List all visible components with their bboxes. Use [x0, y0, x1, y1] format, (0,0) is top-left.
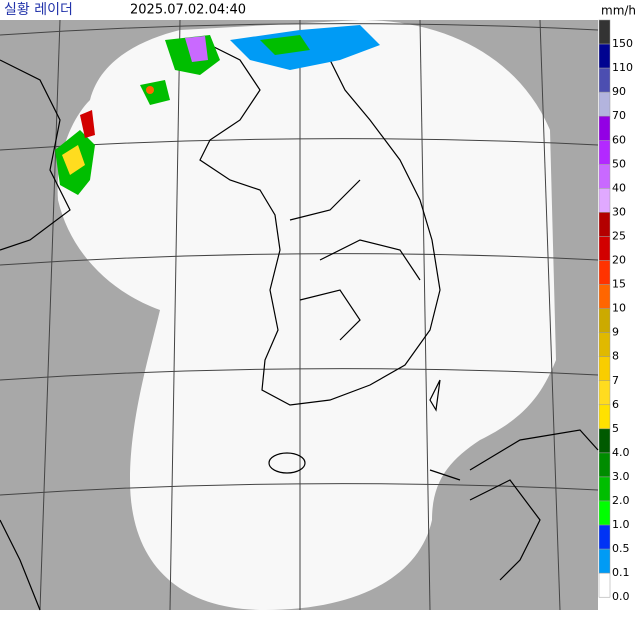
- legend-label: 15: [612, 278, 626, 291]
- legend-label: 9: [612, 326, 619, 339]
- legend-swatch: [598, 164, 611, 189]
- legend-label: 5: [612, 422, 619, 435]
- map: [0, 19, 599, 611]
- legend-label: 30: [612, 205, 626, 218]
- legend-swatch: [598, 260, 611, 285]
- legend-swatch: [598, 43, 611, 69]
- legend-swatch: [598, 428, 611, 454]
- legend-swatch: [598, 19, 611, 45]
- legend-label: 3.0: [612, 470, 630, 483]
- time: 2025.07.02.04:40: [130, 3, 246, 18]
- legend-label: 7: [612, 374, 619, 387]
- title: 실황 레이더: [4, 2, 73, 18]
- legend-swatch: [598, 548, 611, 574]
- legend-swatch: [598, 212, 611, 237]
- legend-label: 110: [612, 61, 633, 74]
- coastline: [0, 39, 599, 611]
- unit: mm/h: [601, 4, 635, 18]
- legend-label: 150: [612, 37, 633, 50]
- grid: [0, 19, 599, 611]
- legend-swatch: [598, 308, 611, 333]
- legend-swatch: [598, 524, 611, 550]
- radar-coverage: [57, 20, 556, 610]
- legend-swatch: [598, 356, 611, 382]
- precipitation-echoes: [55, 25, 380, 195]
- legend-label: 8: [612, 350, 619, 363]
- legend-swatch: [598, 67, 611, 93]
- legend-label: 10: [612, 302, 626, 315]
- legend-label: 1.0: [612, 518, 630, 531]
- legend-label: 40: [612, 181, 626, 194]
- header-bar: [0, 0, 635, 20]
- legend-label: 0.1: [612, 566, 630, 579]
- legend-label: 50: [612, 157, 626, 170]
- legend-label: 60: [612, 133, 626, 146]
- legend-swatch: [598, 476, 611, 502]
- legend-label: 6: [612, 398, 619, 411]
- legend-label: 0.5: [612, 542, 630, 555]
- legend-label: 90: [612, 85, 626, 98]
- legend: 150 110 90 70 60 50 40 30 25 20 15 10 9 8 7 6 5 4.0 3.0 2.0…: [598, 19, 633, 603]
- legend-swatch: [598, 284, 611, 309]
- legend-swatch: [598, 236, 611, 261]
- legend-swatch: [598, 380, 611, 406]
- legend-label: 25: [612, 229, 626, 242]
- legend-label: 0.0: [612, 590, 630, 603]
- legend-label: 4.0: [612, 446, 630, 459]
- legend-swatch: [598, 332, 611, 357]
- legend-swatch: [598, 115, 611, 141]
- legend-label: 2.0: [612, 494, 630, 507]
- legend-swatch: [598, 188, 611, 213]
- legend-swatch: [598, 572, 611, 598]
- legend-swatch: [598, 404, 611, 430]
- legend-swatch: [598, 500, 611, 526]
- legend-label: 20: [612, 254, 626, 267]
- legend-label: 70: [612, 109, 626, 122]
- legend-swatch: [598, 140, 611, 165]
- legend-swatch: [598, 452, 611, 478]
- legend-swatch: [598, 91, 611, 117]
